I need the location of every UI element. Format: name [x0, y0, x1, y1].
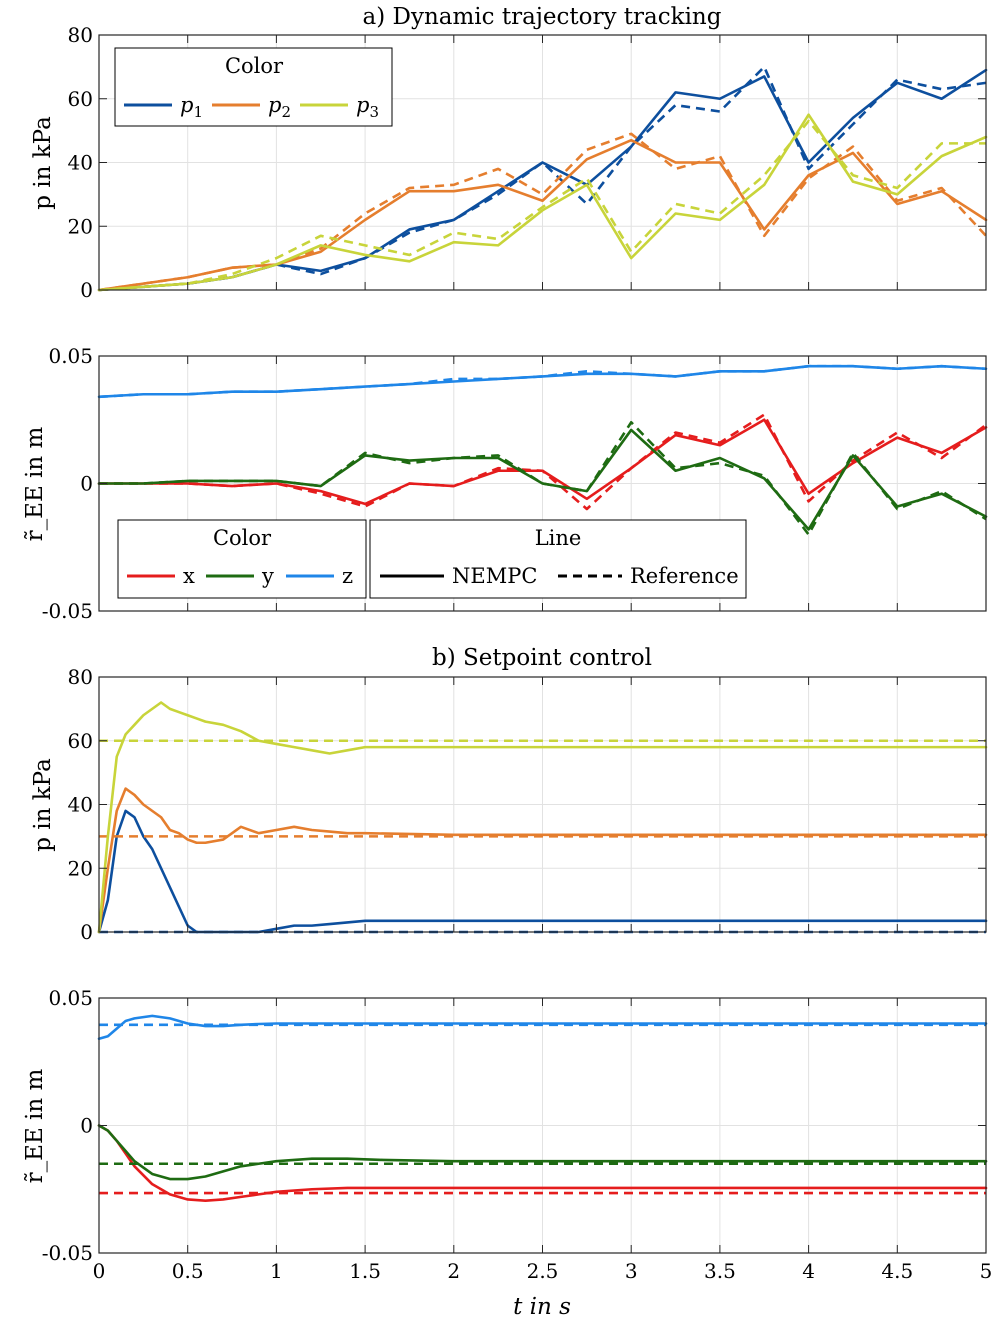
y-axis-label: p in kPa: [30, 116, 56, 210]
x-tick-label: 0.5: [172, 1259, 204, 1283]
x-tick-label: 0: [93, 1259, 106, 1283]
series-line-y-solid: [97, 1124, 988, 1181]
legend-label-z: z: [342, 564, 353, 588]
x-tick-label: 3.5: [704, 1259, 736, 1283]
x-tick-label: 2: [447, 1259, 460, 1283]
ticks: 0 20 40 60 80: [68, 23, 987, 302]
y-tick-label: 0: [80, 278, 93, 302]
series-group: [97, 1014, 988, 1203]
legend-label-x: x: [183, 564, 195, 588]
series-group: [97, 65, 988, 292]
series-line-p3-dashed: [98, 119, 986, 292]
legend-box: [117, 519, 367, 599]
panel-b-pressure: b) Setpoint control p in kPa 0 20 40 60 80: [30, 645, 988, 944]
y-tick-label: 60: [68, 87, 93, 111]
legend-box: [369, 519, 747, 599]
panel-b-pressure-ylabel: p in kPa: [30, 758, 56, 852]
grid: [98, 676, 987, 933]
y-tick-label: -0.05: [42, 1241, 93, 1265]
legend-label-solid: NEMPC: [452, 564, 537, 588]
y-tick-label: 0.05: [48, 986, 93, 1010]
series-line-y-solid: [97, 428, 988, 531]
x-tick-label: 5: [980, 1259, 993, 1283]
panel-a-pressure-ylabel: p in kPa: [30, 116, 56, 210]
legend-label-dashed: Reference: [630, 564, 739, 588]
legend-label-y: y: [261, 564, 274, 588]
panel-a-pressure: a) Dynamic trajectory tracking p in kPa …: [30, 4, 988, 302]
y-tick-label: 0: [80, 1114, 93, 1138]
y-tick-label: 0: [80, 920, 93, 944]
x-tick-label: 4: [802, 1259, 815, 1283]
y-tick-label: 40: [68, 793, 93, 817]
y-axis-label: r̃_EE in m: [22, 1068, 48, 1183]
panel-a-title: a) Dynamic trajectory tracking: [363, 4, 722, 30]
legend-entries: NEMPC Reference: [380, 564, 739, 588]
x-axis-label: t in s: [513, 1294, 571, 1320]
y-tick-label: 0.05: [48, 344, 93, 368]
legend-position-colors: Color x y z: [117, 519, 367, 599]
series-line-p2-solid: [97, 787, 988, 934]
panel-a-position: r̃_EE in m -0.05 0 0.05: [22, 344, 988, 623]
panel-b-position-ylabel: r̃_EE in m: [22, 1068, 48, 1183]
panel-a-position-ylabel: r̃_EE in m: [22, 426, 48, 541]
series-line-p1-dashed: [98, 65, 987, 292]
x-tick-label: 3: [625, 1259, 638, 1283]
series-line-z-solid: [97, 1014, 988, 1041]
y-tick-label: 20: [68, 214, 93, 238]
series-line-x-solid: [97, 1124, 988, 1203]
x-tick-label: 4.5: [881, 1259, 913, 1283]
x-tick-label: 2.5: [527, 1259, 559, 1283]
ticks: -0.05 0 0.05: [42, 344, 987, 623]
legend-pressure-colors: Color p1 p2 p3: [114, 47, 393, 127]
grid: [98, 997, 987, 1254]
y-tick-label: 0: [80, 472, 93, 496]
legend-line-styles: Line NEMPC Reference: [369, 519, 747, 599]
legend-title: Color: [213, 526, 272, 550]
legend-entries: x y z: [127, 564, 353, 588]
x-tick-label: 1: [270, 1259, 283, 1283]
series-group: [97, 364, 988, 536]
y-axis-label: p in kPa: [30, 758, 56, 852]
panel-b-title: b) Setpoint control: [432, 645, 652, 671]
ticks: 0 20 40 60 80: [68, 665, 987, 944]
series-line-p3-solid: [97, 113, 988, 292]
x-tick-label: 1.5: [349, 1259, 381, 1283]
legend-entries: p1 p2 p3: [124, 93, 379, 121]
legend-box: [114, 47, 393, 127]
y-tick-label: 80: [68, 665, 93, 689]
y-tick-label: -0.05: [42, 599, 93, 623]
y-tick-label: 60: [68, 729, 93, 753]
legend-title: Line: [535, 526, 582, 550]
y-tick-label: 20: [68, 856, 93, 880]
y-axis-label: r̃_EE in m: [22, 426, 48, 541]
legend-title: Color: [225, 54, 284, 78]
series-line-x-dashed: [99, 413, 987, 511]
series-line-z-dashed: [98, 364, 987, 399]
y-tick-label: 40: [68, 151, 93, 175]
y-tick-label: 80: [68, 23, 93, 47]
series-line-p3-solid: [97, 701, 988, 934]
